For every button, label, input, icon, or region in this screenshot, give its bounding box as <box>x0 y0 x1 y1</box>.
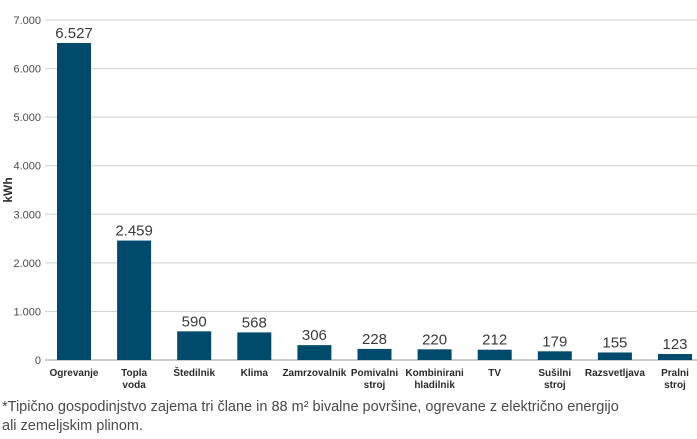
data-label: 590 <box>182 313 207 330</box>
bar <box>658 354 692 360</box>
bar <box>237 332 272 360</box>
bar <box>417 349 452 360</box>
y-axis-label: kWh <box>1 177 15 202</box>
x-category-label: Razsvetljava <box>585 368 645 379</box>
data-label: 228 <box>362 331 387 348</box>
x-category-label: Zamrzovalnik <box>282 368 346 379</box>
data-label: 179 <box>542 333 567 350</box>
data-label: 220 <box>422 331 447 348</box>
x-category-label: Kombinirani hladilnik <box>405 368 464 390</box>
data-label: 212 <box>482 332 507 349</box>
chart-svg: 0 1.000 2.000 3.000 4.000 5.000 6.000 7.000 kWh… <box>1 15 697 391</box>
x-category-label: TV <box>488 368 501 379</box>
bar <box>357 348 392 360</box>
bar <box>297 345 332 360</box>
bar <box>177 331 212 360</box>
x-category-label: Topla voda <box>121 368 147 390</box>
data-label: 2.459 <box>115 223 153 240</box>
data-label: 155 <box>602 334 627 351</box>
footnote-line-2: ali zemeljskim plinom. <box>2 418 144 434</box>
data-label: 6.527 <box>55 25 93 42</box>
footnote-line-1: *Tipično gospodinjstvo zajema tri člane … <box>2 399 619 415</box>
y-tick-label: 0 <box>35 355 41 367</box>
bar <box>597 352 632 360</box>
data-label: 306 <box>302 327 327 344</box>
bar <box>537 351 572 360</box>
bar <box>117 240 152 360</box>
y-tick-label: 4.000 <box>13 161 41 173</box>
y-tick-label: 6.000 <box>13 64 41 76</box>
x-category-label: Pralni stroj <box>661 368 689 390</box>
x-category-label: Pomivalni stroj <box>351 368 398 390</box>
bar <box>477 349 512 360</box>
x-category-label: Ogrevanje <box>50 368 99 379</box>
y-axis-ticks: 0 1.000 2.000 3.000 4.000 5.000 6.000 7.000 <box>13 15 41 367</box>
x-category-label: Sušilni stroj <box>538 368 571 390</box>
bars <box>57 42 692 361</box>
x-axis-categories: Ogrevanje Topla voda Štedilnik Klima Zamrzova… <box>50 366 690 391</box>
bar-chart: 0 1.000 2.000 3.000 4.000 5.000 6.000 7.000 kWh… <box>1 15 697 391</box>
data-label: 123 <box>662 336 687 353</box>
gridlines <box>45 19 697 361</box>
y-tick-label: 7.000 <box>13 15 41 27</box>
y-tick-label: 1.000 <box>13 306 41 318</box>
data-label: 568 <box>242 314 267 331</box>
x-category-label: Klima <box>241 368 269 379</box>
y-tick-label: 2.000 <box>13 258 41 270</box>
y-tick-label: 5.000 <box>13 112 41 124</box>
footnote: *Tipično gospodinjstvo zajema tri člane … <box>2 398 692 436</box>
data-labels: 6.527 2.459 590 568 306 228 220 212 179 155 123 <box>55 25 687 353</box>
x-category-label: Štedilnik <box>173 366 215 379</box>
y-tick-label: 3.000 <box>13 209 41 221</box>
bar <box>57 42 91 361</box>
